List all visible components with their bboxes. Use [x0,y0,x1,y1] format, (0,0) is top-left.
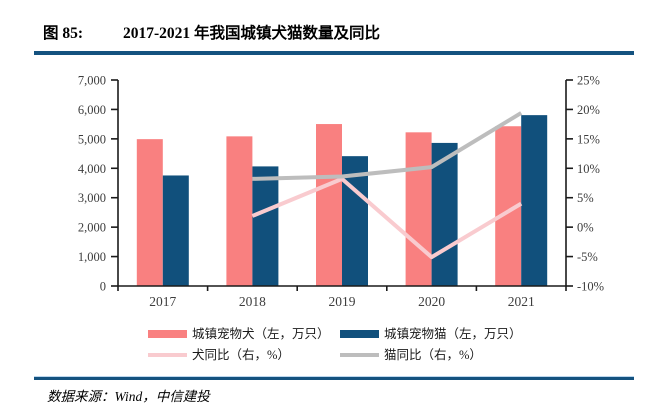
left-axis-tick-label: 6,000 [78,103,106,117]
bar-dog-2017 [136,139,163,286]
bar-dog-2019 [316,124,342,287]
left-axis-tick-label: 5,000 [78,132,106,146]
left-axis-tick-label: 2,000 [78,221,106,235]
legend-label: 城镇宠物犬（左，万只） [192,327,330,341]
figure-title: 2017-2021 年我国城镇犬猫数量及同比 [123,25,381,42]
right-axis-tick-label: -5% [577,250,598,264]
legend-swatch-line [148,353,187,357]
x-axis-category-label: 2020 [418,294,445,309]
yoy-line-dog [251,176,523,260]
footer-separator-rule [34,376,634,380]
legend-item-3: 猫同比（右，%） [340,347,522,363]
bar-cat-2017 [162,175,189,286]
legend-label: 城镇宠物猫（左，万只） [384,327,522,341]
yoy-line-cat [252,111,523,181]
legend-label: 猫同比（右，%） [384,348,482,362]
right-axis-tick-label: 0% [577,221,594,235]
left-axis-tick-label: 4,000 [78,162,106,176]
bar-cat-2021 [521,115,548,286]
right-axis-tick-label: -10% [577,280,604,294]
figure-number-label: 图 85: [43,25,84,42]
dog-cat-combo-chart: 0 1,000 2,000 3,000 4,000 5,000 6,000 7,000 -10%… [78,74,604,310]
bar-cat-2018 [252,166,279,286]
legend-item-2: 犬同比（右，%） [148,347,340,363]
title-separator-rule [34,51,634,55]
x-axis-category-label: 2018 [239,294,266,309]
legend-swatch-line [340,353,379,357]
x-axis-category-label: 2017 [149,294,176,309]
right-axis-tick-label: 5% [577,191,594,205]
legend-label: 犬同比（右，%） [192,348,290,362]
legend-item-0: 城镇宠物犬（左，万只） [148,326,340,342]
right-axis-tick-label: 20% [577,103,600,117]
left-axis-tick-label: 7,000 [78,74,106,88]
bar-dog-2018 [226,136,253,286]
left-axis-tick-label: 0 [100,280,106,294]
right-axis-tick-label: 25% [577,74,600,88]
right-axis-tick-label: 15% [577,132,600,146]
legend-swatch-bar [148,330,187,338]
right-axis-tick-label: 10% [577,162,600,176]
legend-swatch-bar [340,330,379,338]
x-axis-category-label: 2019 [329,294,356,309]
x-axis-category-label: 2021 [508,294,535,309]
left-axis-tick-label: 1,000 [78,250,106,264]
chart-legend: 城镇宠物犬（左，万只） 城镇宠物猫（左，万只） 犬同比（右，%） 猫同比（右，%） [148,326,522,363]
legend-item-1: 城镇宠物猫（左，万只） [340,326,522,342]
bar-dog-2020 [405,132,432,286]
left-axis-tick-label: 3,000 [78,191,106,205]
data-source-note: 数据来源：Wind，中信建投 [47,389,210,404]
